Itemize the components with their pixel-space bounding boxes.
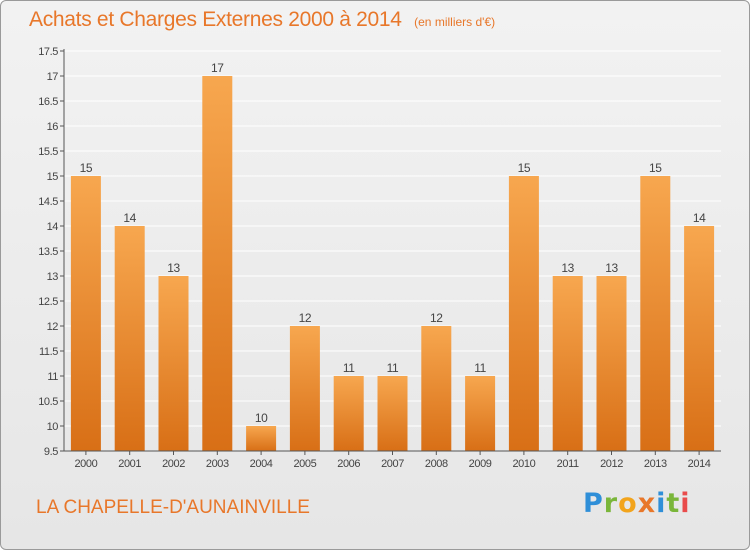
y-tick-label: 10.5 bbox=[38, 396, 58, 408]
x-tick-label-2006: 2006 bbox=[337, 458, 360, 470]
chart-title: Achats et Charges Externes 2000 à 2014 bbox=[29, 8, 402, 31]
bars: 15 14 13 17 10 12 11 11 12 11 15 13 13 15 14 bbox=[70, 61, 715, 451]
data-label-2013: 15 bbox=[649, 161, 662, 175]
data-label-2010: 15 bbox=[518, 161, 531, 175]
proxiti-logo[interactable]: Proxiti bbox=[583, 488, 691, 519]
y-tick-label: 17 bbox=[47, 71, 59, 83]
x-tick-label-2007: 2007 bbox=[381, 458, 404, 470]
x-tick-label-2004: 2004 bbox=[250, 458, 273, 470]
bar-2006 bbox=[333, 376, 364, 451]
bar-2001 bbox=[114, 226, 145, 451]
data-label-2009: 11 bbox=[474, 361, 486, 375]
x-tick-label-2001: 2001 bbox=[118, 458, 141, 470]
y-tick-label: 12.5 bbox=[38, 296, 58, 308]
bar-2000 bbox=[70, 176, 101, 451]
data-label-2003: 17 bbox=[211, 61, 224, 75]
bar-2011 bbox=[552, 276, 583, 451]
x-tick-label-2014: 2014 bbox=[688, 458, 711, 470]
x-tick-label-2000: 2000 bbox=[74, 458, 97, 470]
x-tick-label-2008: 2008 bbox=[425, 458, 448, 470]
bar-2008 bbox=[421, 326, 452, 451]
y-tick-label: 15.5 bbox=[38, 146, 58, 158]
title-row: Achats et Charges Externes 2000 à 2014 (… bbox=[29, 8, 495, 32]
y-tick-label: 10 bbox=[47, 421, 59, 433]
data-label-2002: 13 bbox=[167, 261, 180, 275]
y-tick-label: 16 bbox=[47, 121, 59, 133]
data-label-2008: 12 bbox=[430, 311, 443, 325]
bar-2003 bbox=[202, 76, 233, 451]
bar-2014 bbox=[684, 226, 715, 451]
x-tick-label-2009: 2009 bbox=[469, 458, 492, 470]
y-tick-label: 17.5 bbox=[38, 46, 58, 58]
bar-2010 bbox=[508, 176, 539, 451]
y-tick-label: 11.5 bbox=[39, 346, 58, 358]
y-tick-label: 13 bbox=[47, 271, 59, 283]
x-tick-label-2011: 2011 bbox=[557, 458, 579, 470]
y-tick-label: 12 bbox=[47, 321, 59, 333]
x-tick-label-2002: 2002 bbox=[162, 458, 185, 470]
data-label-2001: 14 bbox=[123, 211, 136, 225]
x-tick-label-2010: 2010 bbox=[512, 458, 535, 470]
x-tick-label-2005: 2005 bbox=[293, 458, 316, 470]
data-label-2004: 10 bbox=[255, 411, 268, 425]
commune-name: LA CHAPELLE-D'AUNAINVILLE bbox=[36, 497, 310, 518]
bar-2013 bbox=[640, 176, 671, 451]
y-tick-label: 13.5 bbox=[38, 246, 58, 258]
bar-2002 bbox=[158, 276, 189, 451]
data-label-2006: 11 bbox=[343, 361, 355, 375]
bar-2009 bbox=[465, 376, 496, 451]
data-label-2007: 11 bbox=[387, 361, 399, 375]
y-tick-label: 15 bbox=[47, 171, 59, 183]
data-label-2012: 13 bbox=[605, 261, 618, 275]
x-tick-label-2013: 2013 bbox=[644, 458, 667, 470]
x-tick-label-2012: 2012 bbox=[600, 458, 623, 470]
x-tick-label-2003: 2003 bbox=[206, 458, 229, 470]
data-label-2014: 14 bbox=[693, 211, 706, 225]
chart-unit: (en milliers d'€) bbox=[414, 15, 496, 29]
y-axis: 9.5 10 10.5 11 11.5 12 12.5 13 13.5 14 14.5 15 15.5 1… bbox=[38, 46, 65, 458]
y-tick-label: 14 bbox=[47, 221, 59, 233]
bar-2012 bbox=[596, 276, 627, 451]
x-axis: 2000 2001 2002 2003 2004 2005 2006 2007 2008 2009… bbox=[64, 450, 721, 470]
bar-2005 bbox=[289, 326, 320, 451]
data-label-2011: 13 bbox=[561, 261, 574, 275]
y-tick-label: 14.5 bbox=[38, 196, 58, 208]
data-label-2005: 12 bbox=[299, 311, 312, 325]
y-tick-label: 16.5 bbox=[38, 96, 58, 108]
y-tick-label: 11 bbox=[47, 371, 58, 383]
y-tick-label: 9.5 bbox=[44, 446, 58, 458]
bar-2007 bbox=[377, 376, 408, 451]
bar-2004 bbox=[246, 426, 277, 451]
data-label-2000: 15 bbox=[80, 161, 93, 175]
